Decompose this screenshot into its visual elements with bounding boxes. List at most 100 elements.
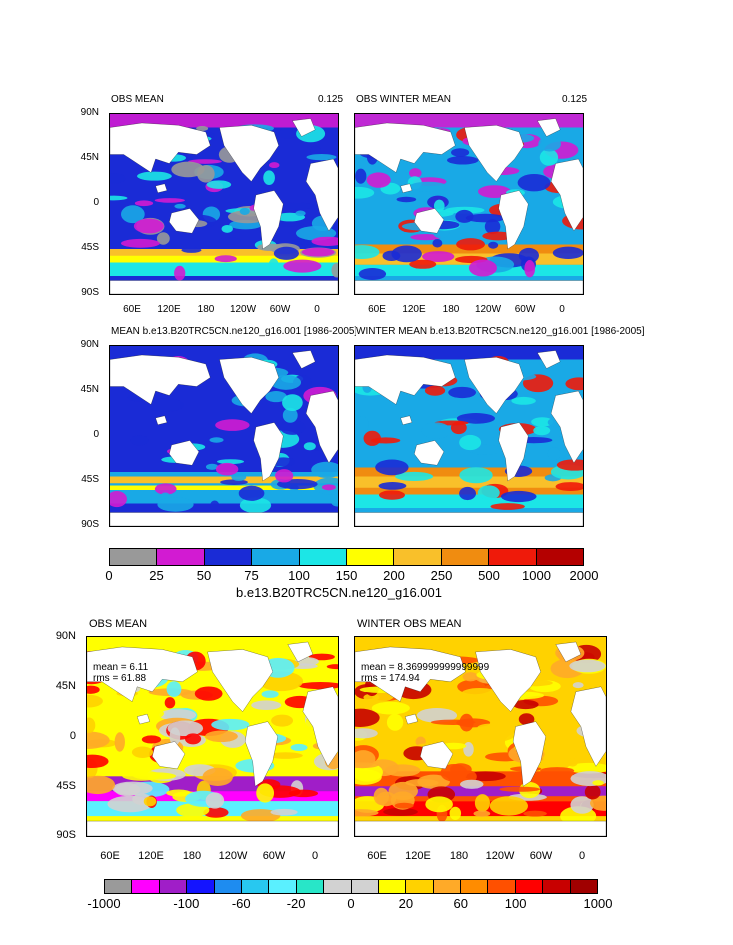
lat-label: 0 bbox=[93, 197, 99, 208]
stats-rms: rms = 174.94 bbox=[361, 673, 420, 684]
colorbar-bottom-swatch bbox=[515, 880, 544, 893]
colorbar-bottom-label: -20 bbox=[286, 896, 306, 911]
colorbar-bottom-label: 60 bbox=[453, 896, 468, 911]
stats-rms: rms = 61.88 bbox=[93, 673, 147, 684]
lat-label: 90N bbox=[55, 630, 76, 642]
map-panel-obs-winter-mean bbox=[354, 113, 584, 295]
panel-6-title: WINTER OBS MEAN bbox=[357, 618, 462, 630]
lon-label: 120E bbox=[402, 304, 426, 315]
colorbar-top-label: 2000 bbox=[569, 568, 599, 583]
colorbar-bottom-swatch bbox=[488, 880, 516, 893]
colorbar-top-swatch bbox=[394, 549, 442, 565]
lon-label: 0 bbox=[559, 304, 565, 315]
map-panel-diff-winter-mean bbox=[354, 636, 607, 837]
panel-3-title: MEAN b.e13.B20TRC5CN.ne120_g16.001 [1986… bbox=[111, 326, 356, 337]
colorbar-top-label: 0 bbox=[105, 568, 113, 583]
colorbar-bottom-swatch bbox=[324, 880, 352, 893]
lat-label: 45N bbox=[55, 680, 76, 692]
lon-label: 180 bbox=[182, 850, 202, 862]
colorbar-bottom-swatch bbox=[543, 880, 571, 893]
colorbar-bottom-swatch bbox=[214, 880, 242, 893]
lon-label: 60W bbox=[269, 304, 291, 315]
map-panel-model-mean bbox=[109, 345, 339, 527]
colorbar-bottom-label: -100 bbox=[173, 896, 200, 911]
colorbar-bottom bbox=[104, 879, 598, 894]
lon-label: 120W bbox=[485, 850, 515, 862]
panel-5-title: OBS MEAN bbox=[89, 618, 148, 630]
lon-label: 0 bbox=[311, 850, 319, 862]
lon-label: 120E bbox=[138, 850, 164, 862]
colorbar-top-swatch bbox=[347, 549, 395, 565]
lon-label: 0 bbox=[314, 304, 320, 315]
lon-label: 60E bbox=[123, 304, 141, 315]
lon-label: 120W bbox=[474, 304, 502, 315]
lat-label: 90S bbox=[56, 829, 76, 841]
lon-label: 60E bbox=[100, 850, 120, 862]
lon-label: 120W bbox=[229, 304, 257, 315]
lon-label: 180 bbox=[442, 304, 460, 315]
colorbar-top-swatch bbox=[299, 549, 348, 565]
panel-1-title: OBS MEAN bbox=[111, 94, 164, 105]
colorbar-top-swatch bbox=[536, 549, 584, 565]
lat-label: 90S bbox=[81, 287, 99, 298]
lon-label: 0 bbox=[578, 850, 586, 862]
colorbar-top-swatch bbox=[204, 549, 253, 565]
lon-label: 120W bbox=[218, 850, 248, 862]
colorbar-top-label: 50 bbox=[196, 568, 212, 583]
panel-2-scale: 0.125 bbox=[562, 94, 588, 105]
map-panel-obs-mean bbox=[109, 113, 339, 295]
panel-2-title: OBS WINTER MEAN bbox=[356, 94, 452, 105]
colorbar-top-label: 100 bbox=[288, 568, 310, 583]
panel-4-title: WINTER MEAN b.e13.B20TRC5CN.ne120_g16.00… bbox=[356, 326, 645, 337]
colorbar-bottom-swatch bbox=[406, 880, 434, 893]
colorbar-bottom-label: 20 bbox=[398, 896, 414, 911]
lat-label: 45S bbox=[81, 474, 99, 485]
lat-label: 90N bbox=[80, 339, 99, 350]
lat-label: 90S bbox=[81, 519, 99, 530]
colorbar-bottom-swatch bbox=[351, 880, 379, 893]
lon-label: 60E bbox=[367, 850, 387, 862]
lat-label: 90N bbox=[80, 107, 99, 118]
colorbar-top-swatch bbox=[489, 549, 537, 565]
colorbar-bottom-swatch bbox=[296, 880, 325, 893]
lon-label: 60W bbox=[262, 850, 286, 862]
colorbar-bottom-swatch bbox=[241, 880, 270, 893]
colorbar-bottom-swatch bbox=[159, 880, 188, 893]
colorbar-bottom-swatch bbox=[433, 880, 462, 893]
colorbar-bottom-swatch bbox=[461, 880, 489, 893]
lon-label: 60E bbox=[368, 304, 386, 315]
stats-mean: mean = 6.11 bbox=[93, 662, 149, 673]
colorbar-top-title: b.e13.B20TRC5CN.ne120_g16.001 bbox=[236, 585, 442, 600]
colorbar-top-swatch bbox=[252, 549, 300, 565]
colorbar-top-label: 75 bbox=[244, 568, 259, 583]
colorbar-top bbox=[109, 548, 584, 566]
colorbar-top-label: 200 bbox=[383, 568, 405, 583]
map-panel-diff-mean bbox=[86, 636, 339, 837]
lon-label: 180 bbox=[449, 850, 469, 862]
colorbar-bottom-label: -1000 bbox=[87, 896, 121, 911]
colorbar-bottom-swatch bbox=[132, 880, 160, 893]
colorbar-bottom-swatch bbox=[269, 880, 297, 893]
lon-label: 60W bbox=[514, 304, 536, 315]
colorbar-top-swatch bbox=[157, 549, 205, 565]
lon-label: 60W bbox=[529, 850, 553, 862]
lon-label: 180 bbox=[197, 304, 215, 315]
colorbar-top-label: 150 bbox=[335, 568, 358, 583]
colorbar-bottom-swatch bbox=[187, 880, 215, 893]
stats-mean: mean = 8.369999999999999 bbox=[361, 662, 490, 673]
colorbar-bottom-swatch bbox=[570, 880, 598, 893]
colorbar-bottom-label: 1000 bbox=[583, 896, 613, 911]
lat-label: 45N bbox=[80, 384, 99, 395]
map-panel-model-winter-mean bbox=[354, 345, 584, 527]
lon-label: 120E bbox=[405, 850, 431, 862]
lat-label: 45S bbox=[56, 780, 76, 792]
colorbar-top-label: 25 bbox=[149, 568, 164, 583]
colorbar-bottom-label: -60 bbox=[231, 896, 251, 911]
lat-label: 45S bbox=[81, 242, 99, 253]
lat-label: 0 bbox=[69, 730, 76, 742]
colorbar-top-label: 500 bbox=[478, 568, 500, 583]
colorbar-bottom-swatch bbox=[378, 880, 407, 893]
colorbar-bottom-swatch bbox=[105, 880, 133, 893]
colorbar-top-label: 1000 bbox=[522, 568, 551, 583]
colorbar-top-swatch bbox=[110, 549, 158, 565]
